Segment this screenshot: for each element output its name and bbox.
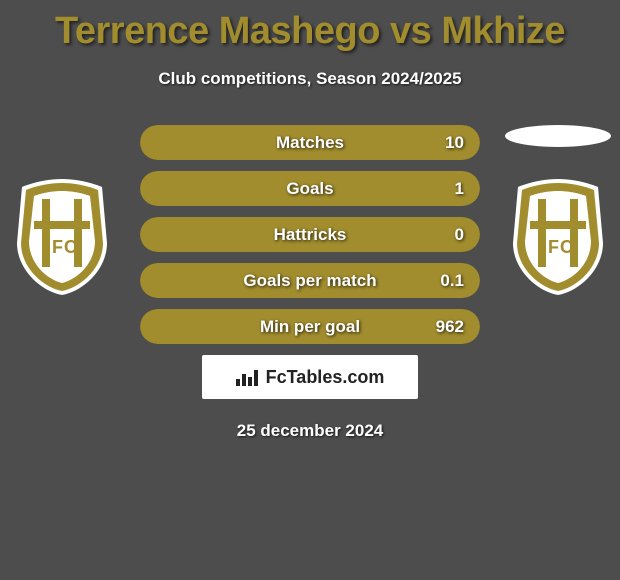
stat-value-right: 1 <box>455 179 464 199</box>
stat-row: Matches 10 <box>140 125 480 160</box>
stats-container: Matches 10 Goals 1 Hattricks 0 Goals per match… <box>140 125 480 344</box>
stat-row: Min per goal 962 <box>140 309 480 344</box>
stat-row: Goals 1 <box>140 171 480 206</box>
player-left-club-badge: F C <box>12 179 112 295</box>
svg-text:C: C <box>560 237 573 257</box>
stat-label: Matches <box>276 133 344 153</box>
stat-label: Goals per match <box>243 271 376 291</box>
comparison-subtitle: Club competitions, Season 2024/2025 <box>0 69 620 89</box>
player-right-avatar: F C <box>500 125 616 295</box>
stat-label: Goals <box>286 179 333 199</box>
player-right-shadow-ellipse <box>505 125 611 147</box>
svg-text:C: C <box>64 237 77 257</box>
player-right-club-badge: F C <box>508 179 608 295</box>
svg-text:F: F <box>548 237 559 257</box>
stat-label: Hattricks <box>274 225 347 245</box>
stat-label: Min per goal <box>260 317 360 337</box>
comparison-content: F C F C Matches 10 Goals 1 Hattricks 0 Goals p… <box>0 125 620 441</box>
stat-row: Goals per match 0.1 <box>140 263 480 298</box>
club-badge-icon: F C <box>508 179 608 295</box>
stat-value-right: 0 <box>455 225 464 245</box>
stat-value-right: 0.1 <box>440 271 464 291</box>
attribution-text: FcTables.com <box>266 367 385 388</box>
svg-text:F: F <box>52 237 63 257</box>
comparison-date: 25 december 2024 <box>0 421 620 441</box>
bar-chart-icon <box>236 368 260 386</box>
club-badge-icon: F C <box>12 179 112 295</box>
attribution-badge: FcTables.com <box>202 355 418 399</box>
player-left-shadow-ellipse <box>9 125 115 147</box>
player-left-avatar: F C <box>4 125 120 295</box>
stat-value-right: 10 <box>445 133 464 153</box>
stat-value-right: 962 <box>436 317 464 337</box>
comparison-title: Terrence Mashego vs Mkhize <box>0 0 620 53</box>
stat-row: Hattricks 0 <box>140 217 480 252</box>
